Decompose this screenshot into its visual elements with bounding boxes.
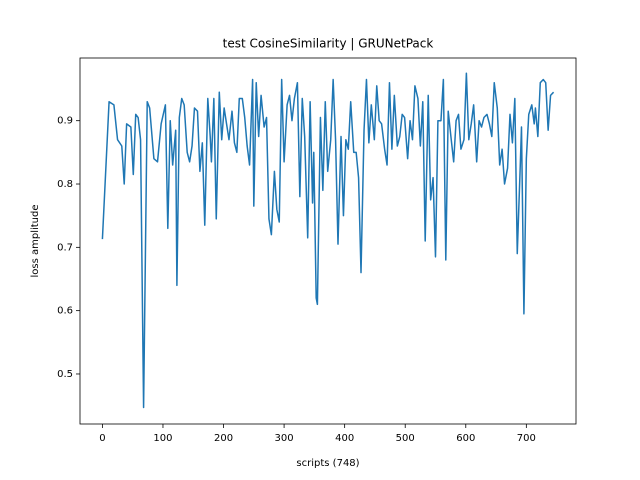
plot-frame xyxy=(79,57,577,425)
x-tick-label: 200 xyxy=(214,433,233,444)
x-axis-label: scripts (748) xyxy=(296,458,359,469)
x-tick-label: 0 xyxy=(99,433,105,444)
x-tick-label: 100 xyxy=(153,433,172,444)
chart-title: test CosineSimilarity | GRUNetPack xyxy=(223,37,434,51)
x-tick-label: 400 xyxy=(335,433,354,444)
data-line xyxy=(101,72,555,409)
x-tick-label: 700 xyxy=(517,433,536,444)
y-axis-label: loss amplitude xyxy=(30,204,41,277)
y-tick-label: 0.8 xyxy=(57,179,73,190)
y-tick-label: 0.9 xyxy=(57,116,73,127)
y-tick-label: 0.7 xyxy=(57,242,73,253)
y-tick-label: 0.5 xyxy=(57,369,73,380)
x-tick-label: 300 xyxy=(275,433,294,444)
x-tick-label: 500 xyxy=(396,433,415,444)
y-tick-label: 0.6 xyxy=(57,306,73,317)
x-tick-label: 600 xyxy=(456,433,475,444)
